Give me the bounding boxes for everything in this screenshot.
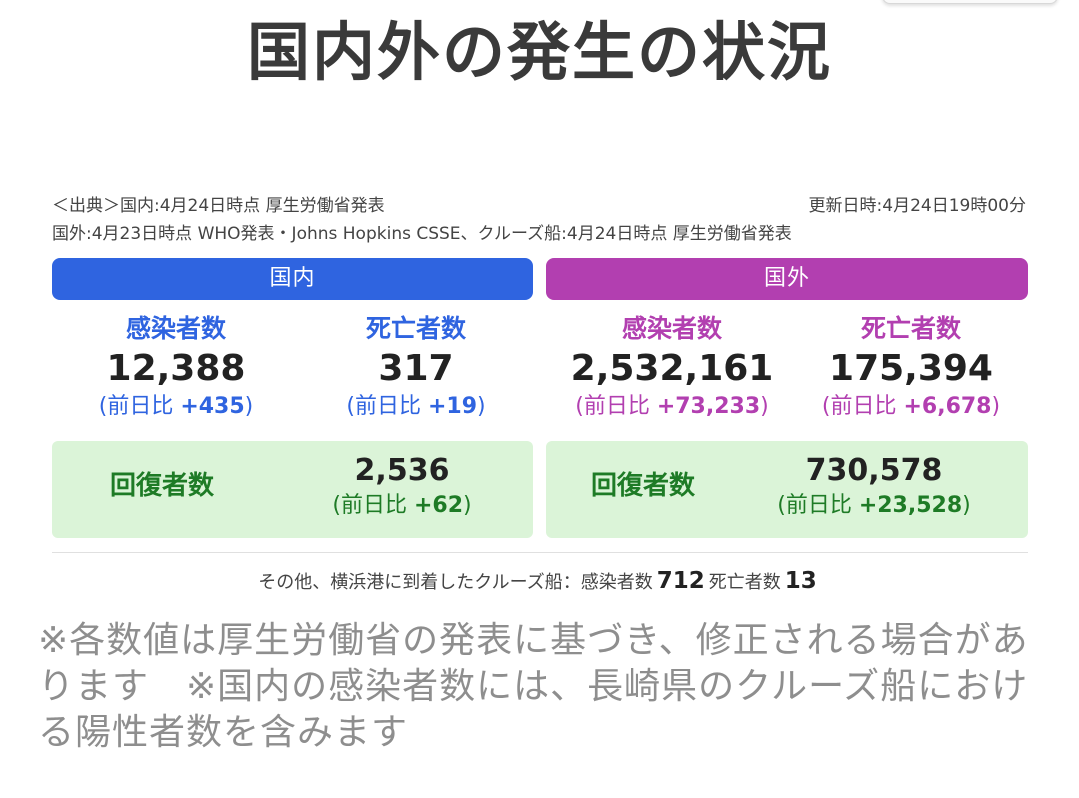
updated-timestamp: 更新日時:4月24日19時00分 [808, 196, 1026, 216]
overseas-recovered-diff: (前日比 +23,528) [777, 493, 971, 518]
overseas-deaths-label: 死亡者数 [860, 314, 961, 343]
overseas-deaths-diff: (前日比 +6,678) [821, 394, 1001, 419]
overseas-deaths: 死亡者数 175,394 (前日比 +6,678) [791, 312, 1031, 422]
cruise-deaths-value: 13 [784, 568, 817, 594]
disclaimer-note: ※各数値は厚生労働省の発表に基づき、修正される場合があります ※国内の感染者数に… [38, 620, 1029, 753]
cruise-deaths-label: 死亡者数 [708, 572, 781, 593]
domestic-recovered-value: 2,536 [354, 453, 450, 488]
overseas-deaths-value: 175,394 [829, 348, 993, 389]
overseas-header: 国外 [546, 258, 1028, 300]
cruise-infected-label: 感染者数 [580, 572, 653, 593]
overseas-recovered: 730,578 (前日比 +23,528) [764, 451, 984, 521]
domestic-deaths-label: 死亡者数 [365, 314, 466, 343]
domestic-infected-value: 12,388 [106, 348, 246, 389]
cruise-infected-value: 712 [656, 568, 705, 594]
domestic-recovered-label: 回復者数 [110, 471, 215, 501]
domestic-recovered: 2,536 (前日比 +62) [292, 451, 512, 521]
domestic-infected: 感染者数 12,388 (前日比 +435) [56, 312, 296, 422]
overseas-recovered-box: 回復者数 730,578 (前日比 +23,528) [546, 441, 1028, 538]
overseas-infected-label: 感染者数 [621, 314, 722, 343]
overseas-infected-diff: (前日比 +73,233) [575, 394, 769, 419]
domestic-recovered-box: 回復者数 2,536 (前日比 +62) [52, 441, 533, 538]
overseas-recovered-label: 回復者数 [591, 471, 696, 501]
overseas-recovered-value: 730,578 [805, 453, 943, 488]
domestic-infected-label: 感染者数 [125, 314, 226, 343]
domestic-header: 国内 [52, 258, 533, 300]
page-title: 国内外の発生の状況 [247, 16, 832, 89]
domestic-deaths-value: 317 [378, 348, 454, 389]
domestic-deaths-diff: (前日比 +19) [346, 394, 486, 419]
cruise-ship-stats: その他、横浜港に到着したクルーズ船：感染者数 712 死亡者数 13 [0, 566, 1079, 598]
domestic-deaths: 死亡者数 317 (前日比 +19) [296, 312, 536, 422]
overseas-infected-value: 2,532,161 [570, 348, 774, 389]
top-corner-tab[interactable] [882, 0, 1058, 4]
domestic-infected-diff: (前日比 +435) [98, 394, 254, 419]
source-overseas: 国外:4月23日時点 WHO発表・Johns Hopkins CSSE、クルーズ… [52, 224, 792, 244]
overseas-infected: 感染者数 2,532,161 (前日比 +73,233) [552, 312, 792, 422]
source-domestic: ＜出典＞国内:4月24日時点 厚生労働省発表 [52, 196, 385, 216]
cruise-ship-text: その他、横浜港に到着したクルーズ船： [258, 572, 581, 593]
domestic-recovered-diff: (前日比 +62) [332, 493, 472, 518]
divider [52, 552, 1028, 553]
